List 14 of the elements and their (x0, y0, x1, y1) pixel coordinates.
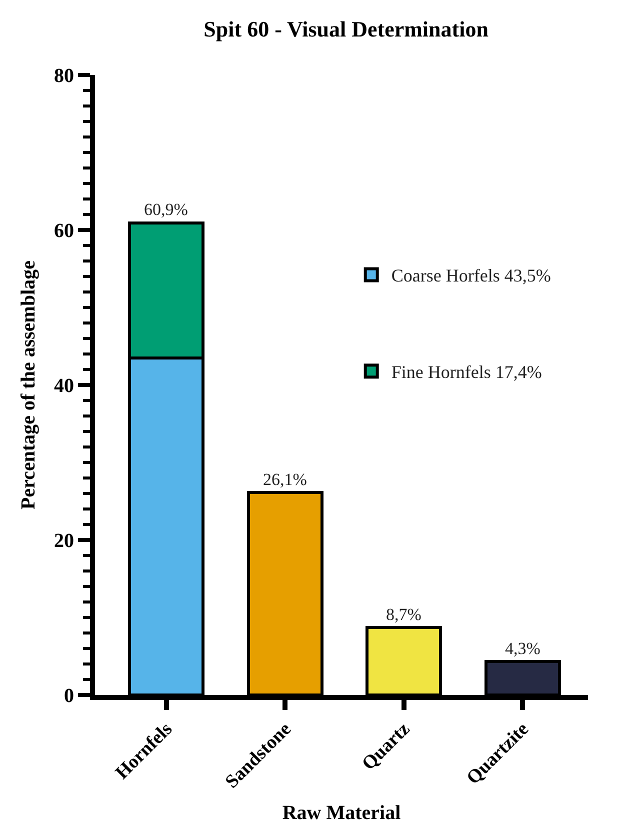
total-label: 26,1% (263, 470, 307, 489)
y-axis-title: Percentage of the assemblage (18, 260, 40, 510)
total-label: 4,3% (505, 639, 540, 658)
legend-label: Fine Hornfels 17,4% (391, 362, 542, 382)
y-tick-label: 80 (54, 65, 74, 87)
y-tick-label: 20 (54, 530, 74, 552)
x-axis-title: Raw Material (282, 802, 402, 824)
y-tick-label: 40 (54, 375, 74, 397)
chart-title: Spit 60 - Visual Determination (204, 16, 488, 42)
total-label: 60,9% (144, 200, 188, 219)
total-label: 8,7% (386, 605, 422, 624)
legend-label: Coarse Horfels 43,5% (391, 266, 551, 286)
y-tick-label: 0 (64, 685, 74, 707)
y-tick-label: 60 (54, 220, 74, 242)
